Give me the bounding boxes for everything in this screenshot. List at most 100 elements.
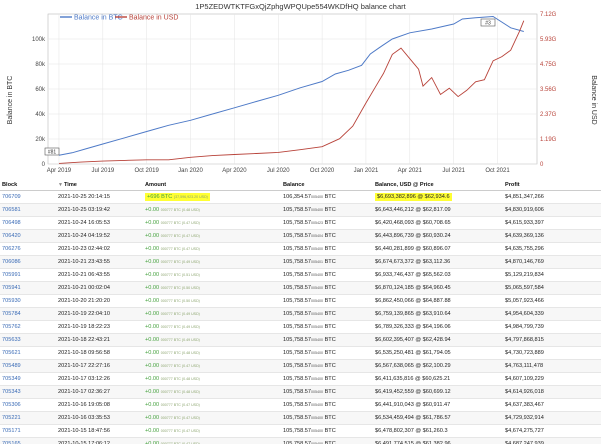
- cell-amount: +0.00 000777 BTC (0.47 USD): [143, 229, 281, 243]
- amount-usd: 000777 BTC (0.48 USD): [160, 207, 200, 212]
- y2-tick-label: 3.56G: [540, 87, 557, 93]
- cell-balance: 105,758.57005400 BTC: [281, 411, 373, 425]
- cell-balance-usd: $6,443,896,739 @ $60,930.24: [373, 229, 503, 243]
- cell-balance-usd: $6,870,124,185 @ $64,960.45: [373, 281, 503, 295]
- table-row: 706581 2021-10-25 03:19:42 +0.00 000777 BT…: [0, 203, 601, 217]
- header-block[interactable]: Block: [0, 181, 56, 191]
- y-tick-label: 20k: [35, 137, 46, 143]
- header-amount[interactable]: Amount: [143, 181, 281, 191]
- balance-unit: BTC: [324, 336, 336, 343]
- x-tick-label: Oct 2021: [485, 168, 510, 174]
- amount-wrap: +0.00 000777 BTC (0.47 USD): [145, 428, 200, 434]
- amount-wrap: +696 BTC (37,596,923.20 USD): [145, 192, 210, 201]
- balance-usd-value: $6,535,250,481 @ $61,794.05: [375, 349, 451, 356]
- block-link[interactable]: 705343: [2, 388, 21, 395]
- block-link[interactable]: 705489: [2, 362, 21, 369]
- cell-balance-usd: $6,491,774,515 @ $61,382.96: [373, 437, 503, 444]
- x-tick-label: Apr 2020: [222, 168, 247, 174]
- cell-profit: $4,607,109,229: [503, 372, 601, 386]
- balance-usd-value: $6,567,638,065 @ $62,100.29: [375, 362, 451, 369]
- cell-amount: +0.00 000777 BTC (0.48 USD): [143, 385, 281, 399]
- marker-start[interactable]: #81: [44, 147, 60, 156]
- balance-unit: BTC: [324, 440, 336, 444]
- amount-usd: 000777 BTC (0.48 USD): [160, 376, 200, 381]
- balance-usd-value: $6,870,124,185 @ $64,960.45: [375, 284, 451, 291]
- block-link[interactable]: 705621: [2, 349, 21, 356]
- cell-time: 2021-10-15 18:47:56: [56, 424, 143, 438]
- block-link[interactable]: 706581: [2, 206, 21, 213]
- balance-value: 105,758.57: [283, 219, 311, 226]
- block-link[interactable]: 705171: [2, 427, 21, 434]
- cell-amount: +0.00 000777 BTC (0.47 USD): [143, 411, 281, 425]
- amount-usd: 000777 BTC (0.47 USD): [160, 233, 200, 238]
- header-profit[interactable]: Profit: [503, 181, 601, 191]
- block-link[interactable]: 705349: [2, 375, 21, 382]
- amount-value: +0.00: [145, 414, 160, 421]
- cell-balance-usd: $6,419,452,559 @ $60,699.12: [373, 385, 503, 399]
- header-time[interactable]: ▼Time: [56, 181, 143, 191]
- amount-wrap: +0.00 000777 BTC (0.49 USD): [145, 324, 200, 330]
- balance-suffix: 005400: [311, 350, 323, 355]
- cell-profit: $4,870,146,769: [503, 255, 601, 269]
- balance-value: 105,758.57: [283, 245, 311, 252]
- x-tick-label: Oct 2019: [134, 168, 159, 174]
- block-link[interactable]: 706420: [2, 232, 21, 239]
- block-link[interactable]: 705784: [2, 310, 21, 317]
- cell-block: 705633: [0, 333, 56, 347]
- y-tick-label: 60k: [35, 87, 46, 93]
- amount-wrap: +0.00 000777 BTC (0.47 USD): [145, 441, 200, 444]
- balance-value: 105,758.57: [283, 375, 311, 382]
- amount-wrap: +0.00 000777 BTC (0.49 USD): [145, 337, 200, 343]
- header-balance-usd[interactable]: Balance, USD @ Price: [373, 181, 503, 191]
- amount-wrap: +0.00 000777 BTC (0.47 USD): [145, 363, 200, 369]
- block-link[interactable]: 705930: [2, 297, 21, 304]
- y2-tick-label: 4.75G: [540, 62, 557, 68]
- balance-value: 105,758.57: [283, 427, 311, 434]
- header-balance[interactable]: Balance: [281, 181, 373, 191]
- cell-amount: +0.00 000777 BTC (0.49 USD): [143, 307, 281, 321]
- y2-tick-label: 7.12G: [540, 12, 557, 18]
- table-row: 705633 2021-10-18 22:43:21 +0.00 000777 BT…: [0, 333, 601, 347]
- block-link[interactable]: 706498: [2, 219, 21, 226]
- marker-end[interactable]: #3: [480, 18, 496, 27]
- balance-usd-value: $6,602,395,407 @ $62,428.94: [375, 336, 451, 343]
- block-link[interactable]: 706086: [2, 258, 21, 265]
- block-link[interactable]: 705941: [2, 284, 21, 291]
- cell-profit: $4,614,926,018: [503, 385, 601, 399]
- cell-balance: 105,758.57005400 BTC: [281, 320, 373, 334]
- legend-btc-label[interactable]: Balance in BTC: [74, 15, 123, 22]
- amount-value: +0.00: [145, 401, 160, 408]
- balance-suffix: 005400: [311, 376, 323, 381]
- balance-usd-value: $6,420,468,093 @ $60,708.65: [375, 219, 451, 226]
- amount-wrap: +0.00 000777 BTC (0.49 USD): [145, 259, 200, 265]
- x-tick-label: Apr 2019: [47, 168, 72, 174]
- block-link[interactable]: 706709: [2, 193, 21, 200]
- block-link[interactable]: 705633: [2, 336, 21, 343]
- legend-usd-label[interactable]: Balance in USD: [129, 15, 178, 22]
- cell-block: 706498: [0, 216, 56, 230]
- block-link[interactable]: 705221: [2, 414, 21, 421]
- cell-balance-usd: $6,602,395,407 @ $62,428.94: [373, 333, 503, 347]
- y-tick-label: 100k: [32, 37, 46, 43]
- amount-value: +0.00: [145, 284, 160, 291]
- block-link[interactable]: 705165: [2, 440, 21, 444]
- y-tick-label: 40k: [35, 112, 46, 118]
- cell-balance: 106,354.57005400 BTC: [281, 190, 373, 204]
- transactions-table: Block ▼Time Amount Balance Balance, USD …: [0, 181, 601, 444]
- cell-profit: $4,637,383,467: [503, 398, 601, 412]
- table-row: 705221 2021-10-16 03:35:53 +0.00 000777 BT…: [0, 411, 601, 425]
- amount-value: +0.00: [145, 245, 160, 252]
- balance-suffix: 005400: [311, 194, 323, 199]
- block-link[interactable]: 706276: [2, 245, 21, 252]
- balance-usd-value: $6,443,896,739 @ $60,930.24: [375, 232, 451, 239]
- balance-unit: BTC: [324, 349, 336, 356]
- block-link[interactable]: 705306: [2, 401, 21, 408]
- cell-block: 705991: [0, 268, 56, 282]
- balance-usd-value: $6,478,802,307 @ $61,260.3: [375, 427, 448, 434]
- balance-suffix: 005400: [311, 337, 323, 342]
- amount-usd: (37,596,923.20 USD): [173, 194, 208, 199]
- balance-suffix: 005400: [311, 324, 323, 329]
- y-tick-label: 0: [42, 162, 46, 168]
- block-link[interactable]: 705762: [2, 323, 21, 330]
- block-link[interactable]: 705991: [2, 271, 21, 278]
